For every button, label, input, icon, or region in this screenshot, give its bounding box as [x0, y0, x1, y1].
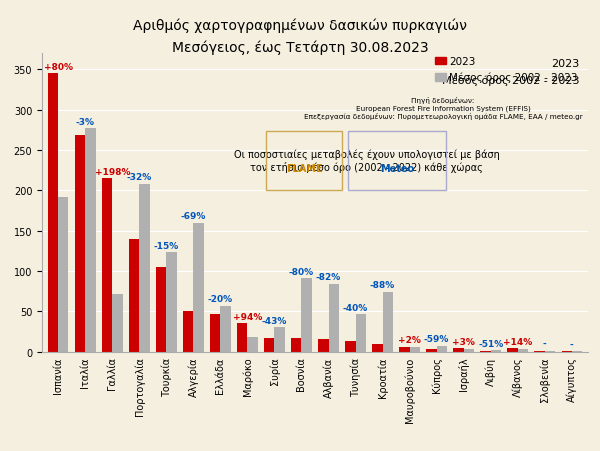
Bar — [139, 184, 149, 352]
Bar — [274, 327, 285, 352]
FancyBboxPatch shape — [435, 74, 446, 82]
Bar — [75, 136, 85, 352]
Text: +94%: +94% — [233, 312, 262, 321]
Bar — [193, 223, 203, 352]
Bar — [345, 341, 356, 352]
Bar — [166, 253, 176, 352]
Text: -20%: -20% — [208, 295, 233, 304]
Text: +2%: +2% — [398, 336, 421, 345]
Text: -80%: -80% — [289, 267, 314, 276]
Bar — [329, 284, 339, 352]
Text: -: - — [570, 340, 574, 349]
Text: -: - — [543, 340, 547, 349]
Text: -69%: -69% — [181, 212, 206, 221]
Bar — [237, 324, 247, 352]
Text: Αριθμός χαρτογραφημένων δασικών πυρκαγιών: Αριθμός χαρτογραφημένων δασικών πυρκαγιώ… — [133, 18, 467, 32]
Bar — [464, 350, 474, 352]
Bar — [112, 294, 122, 352]
Bar — [318, 340, 329, 352]
Text: +14%: +14% — [503, 337, 532, 346]
Text: 2023: 2023 — [551, 59, 580, 69]
Bar — [85, 129, 95, 352]
Text: Meteo: Meteo — [380, 163, 414, 173]
Bar — [518, 350, 528, 352]
Text: Μέσος όρος 2002 - 2023: Μέσος όρος 2002 - 2023 — [449, 73, 577, 83]
Bar — [102, 179, 112, 352]
Bar — [491, 350, 501, 352]
Text: Μεσόγειος, έως Τετάρτη 30.08.2023: Μεσόγειος, έως Τετάρτη 30.08.2023 — [172, 41, 428, 55]
Bar — [247, 337, 257, 352]
Bar — [210, 315, 220, 352]
Bar — [48, 74, 58, 352]
Text: -32%: -32% — [127, 173, 152, 182]
Bar — [291, 338, 301, 352]
Bar — [437, 346, 447, 352]
Text: -15%: -15% — [154, 241, 179, 250]
Text: -59%: -59% — [424, 335, 449, 344]
Bar — [410, 347, 420, 352]
Bar — [156, 267, 166, 352]
Bar — [183, 312, 193, 352]
Bar — [427, 350, 437, 352]
Bar — [129, 239, 139, 352]
Bar — [535, 351, 545, 352]
Text: -43%: -43% — [262, 316, 287, 325]
Bar — [508, 349, 518, 352]
Text: +198%: +198% — [95, 167, 130, 176]
Text: -88%: -88% — [370, 281, 395, 290]
Text: -40%: -40% — [343, 304, 368, 313]
Bar — [373, 345, 383, 352]
Text: -3%: -3% — [76, 118, 95, 127]
Bar — [383, 292, 393, 352]
Bar — [58, 198, 68, 352]
Bar — [481, 351, 491, 352]
Text: +80%: +80% — [44, 63, 73, 72]
Text: -51%: -51% — [478, 339, 503, 348]
Bar — [454, 349, 464, 352]
Text: -82%: -82% — [316, 273, 341, 282]
Bar — [356, 315, 366, 352]
Bar — [400, 347, 410, 352]
Text: Οι ποσοστιαίες μεταβολές έχουν υπολογιστεί με βάση
τον ετήσιο μέσο όρο (2002 - 2: Οι ποσοστιαίες μεταβολές έχουν υπολογιστ… — [234, 149, 500, 173]
Text: Πηγή δεδομένων:
European Forest Fire Information System (EFFIS)
Επεξεργασία δεδο: Πηγή δεδομένων: European Forest Fire Inf… — [304, 97, 583, 120]
Bar — [220, 306, 230, 352]
Bar — [301, 279, 312, 352]
Bar — [545, 351, 555, 352]
Text: FLAME: FLAME — [286, 163, 322, 173]
Text: 2023: 2023 — [449, 56, 475, 67]
FancyBboxPatch shape — [435, 58, 446, 65]
Text: +3%: +3% — [452, 337, 475, 346]
Bar — [264, 338, 274, 352]
Text: Μέσος όρος 2002 - 2023: Μέσος όρος 2002 - 2023 — [442, 75, 580, 85]
